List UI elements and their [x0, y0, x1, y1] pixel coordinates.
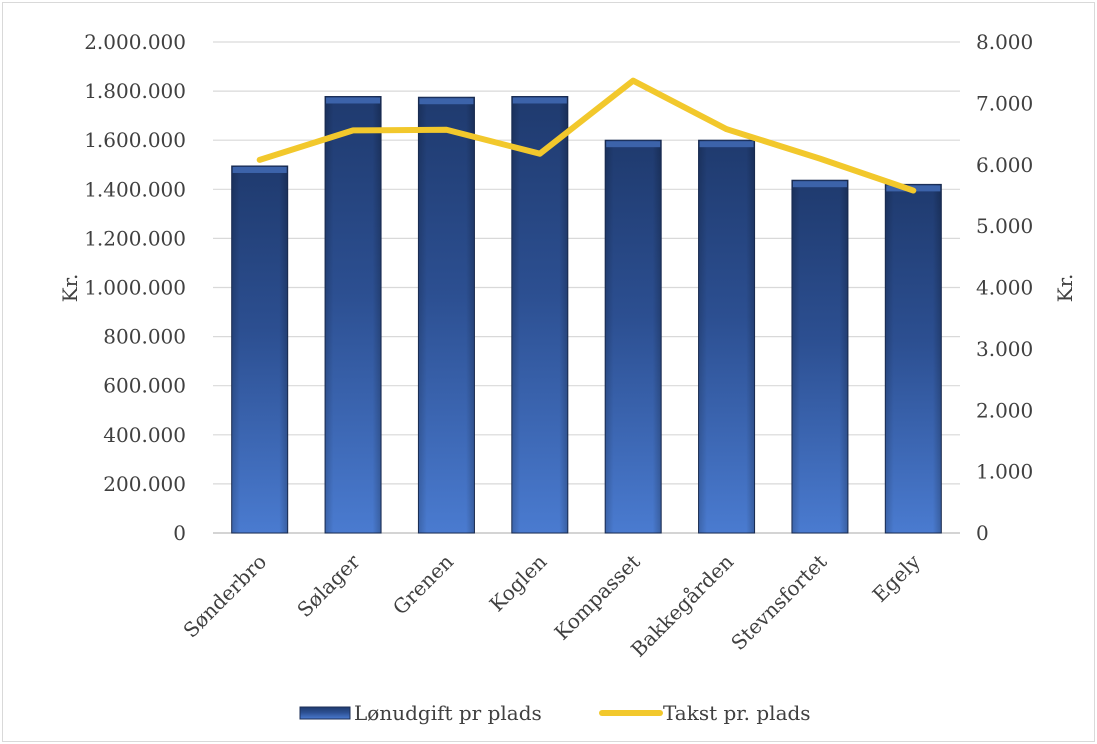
y-left-tick-label: 600.000 [103, 374, 186, 398]
y-left-tick-label: 1.000.000 [84, 276, 186, 300]
y-right-tick-label: 2.000 [976, 398, 1033, 422]
bar-shade [885, 184, 942, 533]
bar-cap [326, 97, 381, 104]
y-right-tick-label: 0 [976, 521, 989, 545]
legend-bar-label: Lønudgift pr plads [354, 701, 542, 725]
y-left-tick-label: 400.000 [103, 423, 186, 447]
x-category-label: Sønderbro [178, 550, 271, 643]
bar-cap [699, 141, 754, 148]
x-category-label: Stevnsfortet [726, 550, 831, 655]
bar-shade [698, 140, 755, 533]
y-left-tick-label: 0 [173, 521, 186, 545]
x-category-label: Koglen [485, 549, 552, 616]
bar-cap [606, 141, 661, 148]
takst-line [256, 77, 917, 194]
y-right-tick-label: 8.000 [976, 30, 1033, 54]
x-category-label: Sølager [292, 549, 365, 622]
y-left-tick-label: 1.400.000 [84, 177, 186, 201]
y-left-tick-label: 1.600.000 [84, 128, 186, 152]
bar-shade [605, 140, 662, 533]
y-left-tick-label: 200.000 [103, 472, 186, 496]
bar-series [231, 96, 942, 534]
y-left-tick-label: 1.800.000 [84, 79, 186, 103]
bar-cap [419, 98, 474, 105]
bar-shade [418, 97, 475, 534]
legend-line-label: Takst pr. plads [663, 701, 811, 725]
y-right-tick-label: 7.000 [976, 91, 1033, 115]
y-right-tick-label: 3.000 [976, 337, 1033, 361]
bar-shade [791, 180, 848, 534]
y-right-axis-title: Kr. [1053, 274, 1077, 303]
bar-shade [511, 96, 568, 533]
bar-cap [792, 181, 847, 188]
y-right-tick-label: 1.000 [976, 460, 1033, 484]
legend: Lønudgift pr plads Takst pr. plads [299, 701, 811, 725]
y-left-tick-label: 2.000.000 [84, 30, 186, 54]
x-category-label: Kompasset [550, 550, 645, 645]
x-category-label: Egely [868, 549, 926, 607]
bar-shade [231, 165, 288, 534]
y-left-axis-title: Kr. [58, 274, 82, 303]
bar-cap [232, 166, 287, 173]
bar-shade [325, 96, 382, 533]
y-right-tick-label: 6.000 [976, 153, 1033, 177]
line-series [256, 77, 917, 194]
y-left-tick-label: 1.200.000 [84, 226, 186, 250]
y-right-tick-label: 4.000 [976, 276, 1033, 300]
bar-cap [512, 97, 567, 104]
y-right-tick-label: 5.000 [976, 214, 1033, 238]
y-left-tick-label: 800.000 [103, 325, 186, 349]
x-category-label: Grenen [388, 549, 458, 619]
legend-bar-swatch [299, 706, 351, 720]
